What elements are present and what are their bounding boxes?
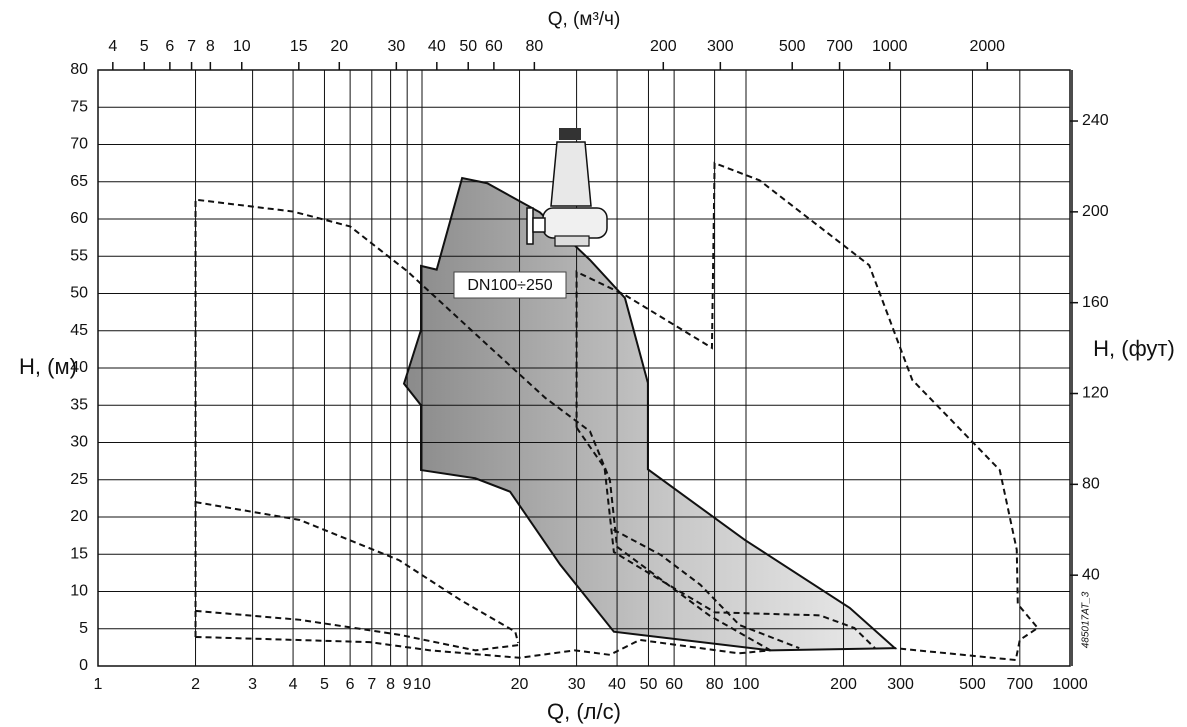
x2-axis-title: Q, (м³/ч) [548,9,621,30]
annotation: DN100÷250 [467,277,552,294]
x-tick-label: 9 [403,676,412,693]
x2-tick-label: 300 [707,38,734,55]
pump-flange [526,207,534,245]
x-tick-label: 6 [346,676,355,693]
pump-base [554,235,590,247]
x2-tick-label: 5 [140,38,149,55]
x-tick-label: 10 [413,676,431,693]
y-tick-label: 10 [70,583,88,600]
curve [195,501,520,644]
y-tick-label: 55 [70,247,88,264]
x2-tick-label: 200 [650,38,677,55]
y-tick-label: 60 [70,210,88,227]
curve [575,427,876,649]
y-tick-label: 0 [79,657,88,674]
x-tick-label: 30 [568,676,586,693]
x2-tick-label: 80 [525,38,543,55]
x-tick-label: 700 [1006,676,1033,693]
x-tick-label: 8 [386,676,395,693]
x-tick-label: 60 [665,676,683,693]
x2-tick-label: 500 [779,38,806,55]
y-tick-label: 20 [70,508,88,525]
y-tick-label: 5 [79,620,88,637]
x-tick-label: 300 [887,676,914,693]
y2-tick-label: 200 [1082,203,1109,220]
x2-tick-label: 4 [108,38,117,55]
x2-tick-label: 50 [459,38,477,55]
x2-tick-label: 30 [387,38,405,55]
x-tick-label: 5 [320,676,329,693]
annotation-bg [453,271,567,299]
curve [194,198,771,652]
y-tick-label: 35 [70,396,88,413]
x-tick-label: 3 [248,676,257,693]
y-tick-label: 45 [70,322,88,339]
curve [575,161,1040,662]
y-tick-label: 80 [70,61,88,78]
y-tick-label: 30 [70,434,88,451]
x-tick-label: 1000 [1052,676,1088,693]
x-tick-label: 40 [608,676,626,693]
x-tick-label: 50 [640,676,658,693]
pump-body [542,207,608,239]
y-tick-label: 50 [70,285,88,302]
y2-axis-title: H, (фут) [1093,336,1175,361]
annotation-box: DN100÷250 [453,271,567,299]
y-tick-label: 70 [70,136,88,153]
x2-tick-label: 40 [428,38,446,55]
x2-tick-label: 15 [290,38,308,55]
x-tick-label: 80 [706,676,724,693]
y2-tick-label: 120 [1082,385,1109,402]
x-tick-label: 20 [511,676,529,693]
areas [402,176,898,652]
x-tick-label: 1 [94,676,103,693]
x2-tick-label: 60 [485,38,503,55]
x-tick-label: 7 [367,676,376,693]
x2-tick-label: 2000 [969,38,1005,55]
plot-frame [97,69,1071,667]
curve [195,609,519,652]
y-tick-label: 15 [70,545,88,562]
x2-tick-label: 6 [165,38,174,55]
y2-tick-label: 160 [1082,294,1109,311]
x-tick-label: 200 [830,676,857,693]
annotation: 485017AT_3 [1081,591,1092,648]
x2-tick-label: 700 [826,38,853,55]
curve [613,528,800,650]
x-tick-label: 2 [191,676,200,693]
y-tick-label: 75 [70,98,88,115]
y2-tick-label: 80 [1082,476,1100,493]
x2-tick-label: 1000 [872,38,908,55]
operating-area [402,176,898,652]
pump-handle [559,128,581,140]
curve [195,635,771,659]
x2-tick-label: 20 [330,38,348,55]
pump-motor [550,141,592,207]
y-tick-label: 40 [70,359,88,376]
x2-tick-label: 10 [233,38,251,55]
y2-tick-label: 240 [1082,112,1109,129]
y-axis-title: H, (м) [19,354,77,379]
y-tick-label: 65 [70,173,88,190]
y2-tick-label: 40 [1082,566,1100,583]
y-tick-label: 25 [70,471,88,488]
x-tick-label: 500 [959,676,986,693]
x2-tick-label: 8 [206,38,215,55]
x-axis-title: Q, (л/с) [547,699,621,724]
x2-tick-label: 7 [187,38,196,55]
pump-outlet [532,217,546,233]
x-tick-label: 100 [733,676,760,693]
x-tick-label: 4 [289,676,298,693]
pump-icon [526,128,608,247]
